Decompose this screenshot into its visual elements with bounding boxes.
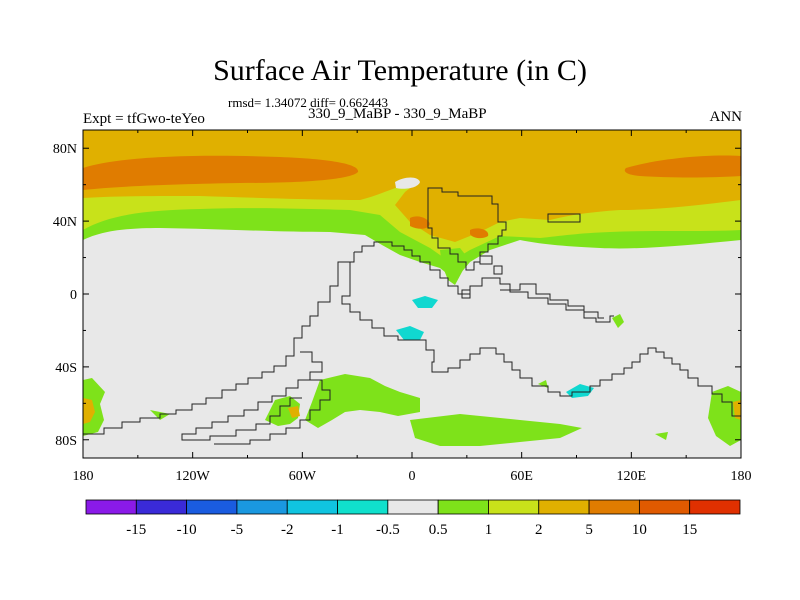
colorbar-label: -1 (331, 522, 344, 538)
colorbar: -15 -10 -5 -2 -1 -0.5 0.5 1 2 5 10 15 (85, 499, 741, 538)
experiment-subtitle: 330_9_MaBP - 330_9_MaBP (308, 106, 487, 122)
temperature-field (83, 130, 741, 458)
x-tick-label: 120E (617, 469, 647, 484)
coastlines (83, 187, 741, 445)
field-yellow-sa (288, 406, 300, 418)
stats-line: rmsd= 1.34072 diff= 0.662443 (228, 95, 388, 110)
coastline-southwest-1 (83, 261, 350, 435)
field-yellow-se (733, 400, 741, 420)
coastline-east (500, 283, 604, 319)
field-green-sa (265, 396, 300, 426)
x-tick-label: 60W (289, 469, 317, 484)
map-title: Surface Air Temperature (in C) (213, 54, 587, 87)
colorbar-swatch (85, 499, 137, 515)
x-tick-label: 0 (409, 469, 416, 484)
colorbar-label: 15 (682, 522, 697, 538)
colorbar-swatch (638, 499, 691, 515)
colorbar-swatch (588, 499, 640, 515)
field-cyan-1 (412, 296, 438, 308)
y-tick-label: 0 (70, 288, 77, 303)
season-label: ANN (709, 109, 743, 125)
colorbar-swatch (186, 499, 238, 515)
field-orange-east (624, 155, 741, 178)
coastline-islands (461, 255, 503, 299)
x-tick-label: 60E (510, 469, 533, 484)
field-green-pacific (612, 314, 624, 328)
y-tick-label: 80S (55, 434, 77, 449)
colorbar-label: -5 (231, 522, 244, 538)
field-orange-asia (410, 216, 430, 229)
colorbar-swatch (538, 499, 590, 515)
field-green-ant2 (410, 414, 582, 446)
coastline-ocean-ridge (341, 252, 741, 417)
coastline-asia-block (547, 213, 581, 223)
field-green-se (708, 386, 741, 446)
coastline-southwest-2 (181, 351, 323, 441)
field-white-patch (395, 177, 420, 189)
colorbar-swatch (488, 499, 540, 515)
field-cyan-3 (566, 384, 594, 398)
field-yellow-sw (83, 398, 95, 424)
x-tick-label: 180 (73, 469, 94, 484)
colorbar-swatch (689, 499, 741, 515)
coastline-eurasia (427, 187, 507, 271)
colorbar-swatch (236, 499, 288, 515)
y-axis-labels: 80N 40N 0 40S 80S (53, 142, 77, 449)
colorbar-label: 10 (632, 522, 647, 538)
y-tick-label: 80N (53, 142, 77, 157)
colorbar-label: 0.5 (429, 522, 448, 538)
y-tick-label: 40N (53, 215, 77, 230)
x-axis-labels: 180 120W 60W 0 60E 120E 180 (73, 469, 752, 484)
colorbar-label: 2 (535, 522, 543, 538)
field-green-se2 (655, 432, 668, 440)
coastline-southwest-3 (214, 379, 331, 445)
colorbar-label: -10 (177, 522, 197, 538)
colorbar-label: -0.5 (376, 522, 400, 538)
colorbar-swatch (387, 499, 439, 515)
x-tick-label: 180 (731, 469, 752, 484)
field-orange-arctic (83, 155, 359, 190)
colorbar-label: -2 (281, 522, 294, 538)
field-cyan-2 (396, 326, 424, 340)
colorbar-swatch (337, 499, 389, 515)
colorbar-label: 5 (585, 522, 593, 538)
colorbar-swatch (135, 499, 188, 515)
axis-ticks (82, 130, 742, 458)
x-tick-label: 120W (176, 469, 211, 484)
field-orange-asia2 (470, 228, 489, 239)
colorbar-swatch (437, 499, 489, 515)
experiment-label: Expt = tfGwo-teYeo (83, 111, 205, 127)
colorbar-label: 1 (485, 522, 493, 538)
coastline-continent (354, 241, 614, 323)
field-green-ant (305, 374, 420, 428)
colorbar-label: -15 (126, 522, 146, 538)
colorbar-swatch (286, 499, 338, 515)
field-green-africa (440, 248, 468, 285)
y-tick-label: 40S (55, 361, 77, 376)
